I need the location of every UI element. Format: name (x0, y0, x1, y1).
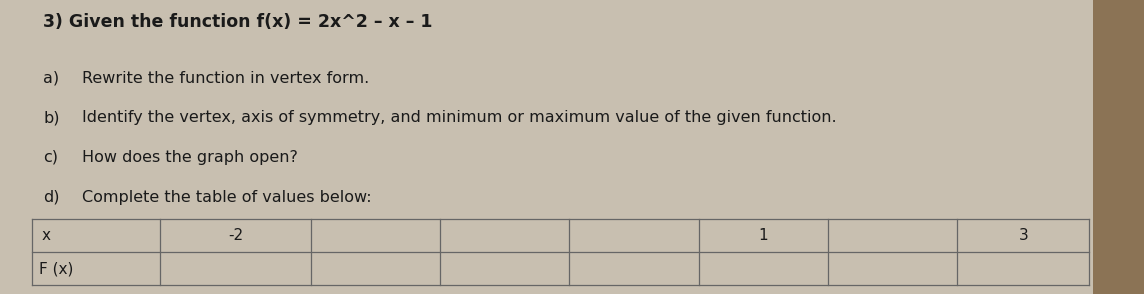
Text: Complete the table of values below:: Complete the table of values below: (82, 190, 372, 205)
Text: x: x (41, 228, 50, 243)
Text: c): c) (43, 150, 58, 165)
Text: Identify the vertex, axis of symmetry, and minimum or maximum value of the given: Identify the vertex, axis of symmetry, a… (82, 110, 837, 125)
Text: How does the graph open?: How does the graph open? (82, 150, 299, 165)
Text: -2: -2 (228, 228, 243, 243)
Text: 3: 3 (1018, 228, 1028, 243)
Text: 1: 1 (758, 228, 769, 243)
Text: b): b) (43, 110, 59, 125)
Text: d): d) (43, 190, 59, 205)
Text: a): a) (43, 71, 59, 86)
Text: 3) Given the function f(x) = 2x^2 – x – 1: 3) Given the function f(x) = 2x^2 – x – … (43, 13, 432, 31)
Text: Rewrite the function in vertex form.: Rewrite the function in vertex form. (82, 71, 370, 86)
Text: F (x): F (x) (39, 261, 73, 276)
Bar (1093, 0, 1144, 294)
